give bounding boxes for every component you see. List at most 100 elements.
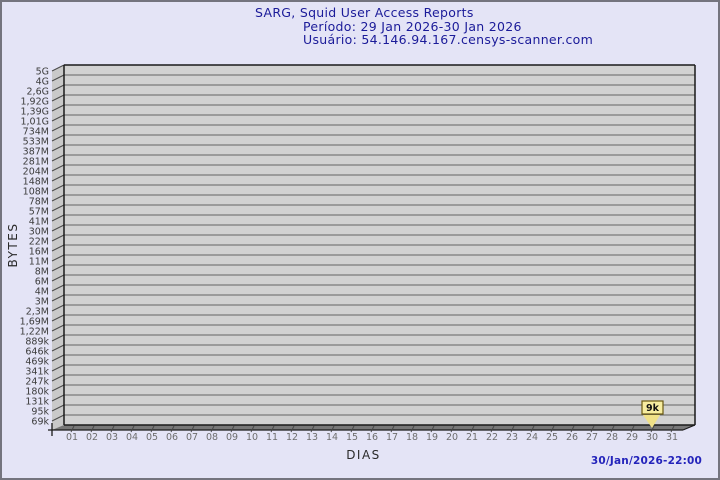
report-title: SARG, Squid User Access Reports (255, 5, 474, 20)
x-axis-tick (230, 425, 235, 433)
y-axis-tick-label: 95k (31, 407, 49, 418)
x-axis-tick (530, 425, 535, 433)
x-axis-day-label: 11 (266, 432, 278, 443)
y-axis-tick (51, 404, 65, 412)
y-axis-tick-label: 646k (25, 347, 49, 358)
y-axis-tick (51, 284, 65, 292)
floor-right-edge (682, 424, 696, 431)
report-timestamp: 30/Jan/2026-22:00 (590, 455, 702, 467)
x-axis-title: DIAS (346, 448, 381, 462)
y-axis-tick-label: 108M (23, 187, 49, 198)
x-axis-tick (390, 425, 395, 433)
y-axis-tick-label: 1,39G (20, 107, 49, 118)
y-axis-tick (51, 224, 65, 232)
y-axis-tick (51, 364, 65, 372)
x-axis-day-label: 17 (386, 432, 398, 443)
x-axis-tick (270, 425, 275, 433)
data-marker-arrow (643, 415, 660, 428)
y-axis-tick-label: 387M (23, 147, 49, 158)
x-axis-day-label: 31 (666, 432, 678, 443)
y-axis-tick-label: 11M (29, 257, 49, 268)
y-axis-tick-label: 6M (35, 277, 49, 288)
y-axis-tick-label: 4M (35, 287, 49, 298)
x-axis-tick (330, 425, 335, 433)
x-axis-tick (110, 425, 115, 433)
y-axis-tick (51, 344, 65, 352)
x-axis-tick (70, 425, 75, 433)
y-axis-tick (51, 314, 65, 322)
x-axis-tick (670, 425, 675, 433)
x-axis-day-label: 24 (526, 432, 538, 443)
y-axis-tick (51, 184, 65, 192)
y-axis-tick-label: 22M (29, 237, 49, 248)
y-axis-tick (51, 214, 65, 222)
x-axis-tick (290, 425, 295, 433)
y-axis-tick (51, 354, 65, 362)
x-axis-day-label: 14 (326, 432, 338, 443)
y-axis-tick (51, 384, 65, 392)
x-axis-day-label: 06 (166, 432, 178, 443)
y-axis-tick (51, 294, 65, 302)
y-axis-tick (51, 64, 65, 72)
x-axis-day-label: 25 (546, 432, 558, 443)
y-axis-tick-label: 8M (35, 267, 49, 278)
x-axis-day-label: 08 (206, 432, 218, 443)
y-axis-title: BYTES (6, 223, 20, 268)
y-axis-tick (51, 164, 65, 172)
x-axis-day-label: 30 (646, 432, 658, 443)
y-axis-tick-label: 1,22M (20, 327, 49, 338)
x-axis-day-label: 27 (586, 432, 598, 443)
x-axis-tick (150, 425, 155, 433)
y-axis-tick (51, 124, 65, 132)
y-axis-tick-label: 4G (36, 77, 49, 88)
x-axis-day-label: 13 (306, 432, 318, 443)
y-axis-tick-label: 2,3M (26, 307, 49, 318)
x-axis-day-label: 26 (566, 432, 578, 443)
x-axis-tick (630, 425, 635, 433)
y-axis-tick (51, 324, 65, 332)
x-axis-tick (250, 425, 255, 433)
y-axis-tick-label: 69k (31, 417, 49, 428)
x-axis-day-label: 09 (226, 432, 238, 443)
x-axis-day-label: 04 (126, 432, 138, 443)
x-axis-day-label: 19 (426, 432, 438, 443)
x-axis-tick (610, 425, 615, 433)
x-axis-day-label: 15 (346, 432, 358, 443)
y-axis-tick (51, 374, 65, 382)
y-axis-tick-label: 57M (29, 207, 49, 218)
x-axis-tick (190, 425, 195, 433)
y-axis-tick (51, 234, 65, 242)
y-axis-tick (51, 74, 65, 82)
x-axis-tick (470, 425, 475, 433)
x-axis-tick (90, 425, 95, 433)
x-axis-day-label: 29 (626, 432, 638, 443)
y-axis-tick (51, 104, 65, 112)
y-axis-tick-label: 41M (29, 217, 49, 228)
x-axis-tick (170, 425, 175, 433)
y-axis-tick-label: 3M (35, 297, 49, 308)
y-axis-tick (51, 394, 65, 402)
y-axis-tick-label: 180k (25, 387, 49, 398)
y-axis-tick (51, 304, 65, 312)
x-axis-tick (370, 425, 375, 433)
y-axis-tick-label: 341k (25, 367, 49, 378)
x-axis-tick (310, 425, 315, 433)
y-axis-tick-label: 734M (23, 127, 49, 138)
x-axis-tick (450, 425, 455, 433)
x-axis-day-label: 16 (366, 432, 378, 443)
report-header: SARG, Squid User Access Reports Período:… (2, 5, 718, 73)
x-axis-tick (490, 425, 495, 433)
data-marker-value: 9k (646, 403, 660, 414)
y-axis-tick-label: 30M (29, 227, 49, 238)
y-axis-tick (51, 254, 65, 262)
x-axis-tick (410, 425, 415, 433)
y-axis-tick (51, 274, 65, 282)
y-axis-tick (51, 414, 65, 422)
report-user: Usuário: 54.146.94.167.censys-scanner.co… (303, 32, 594, 47)
y-axis-tick (51, 174, 65, 182)
x-axis-day-label: 21 (466, 432, 478, 443)
y-axis-tick-label: 469k (25, 357, 49, 368)
y-axis-tick-label: 1,69M (20, 317, 49, 328)
x-axis-day-label: 03 (106, 432, 118, 443)
